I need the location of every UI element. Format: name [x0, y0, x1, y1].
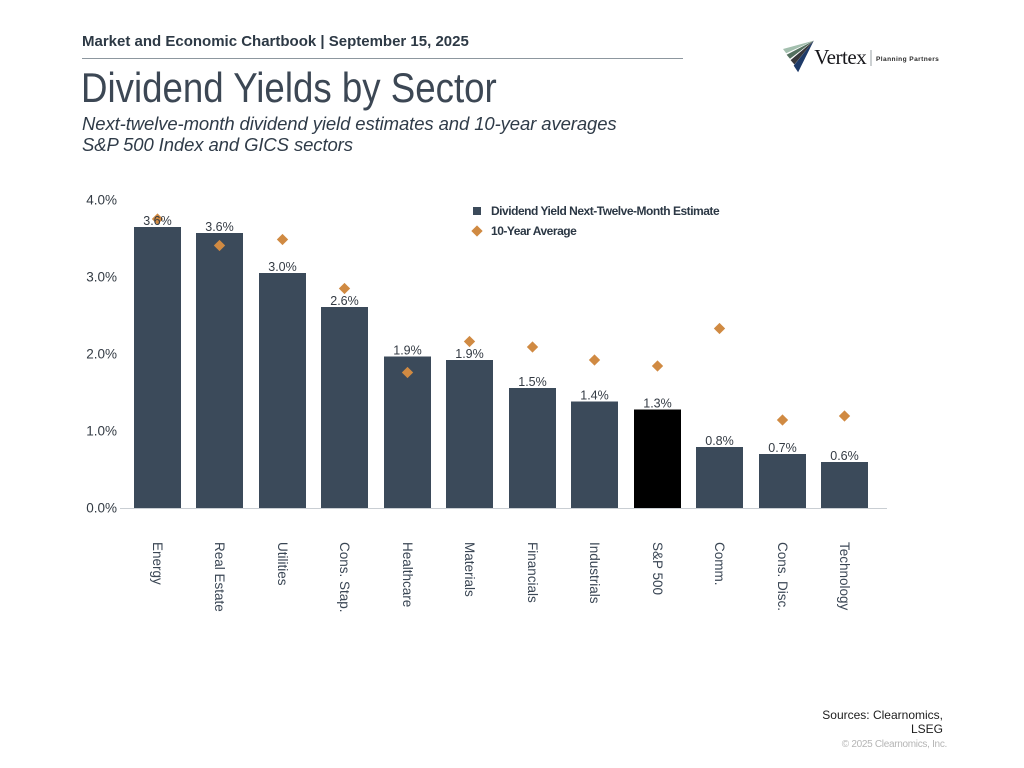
- svg-text:0.6%: 0.6%: [830, 449, 859, 463]
- svg-text:1.3%: 1.3%: [643, 397, 672, 411]
- svg-text:2.6%: 2.6%: [330, 294, 359, 308]
- svg-text:3.6%: 3.6%: [205, 220, 234, 234]
- svg-text:1.4%: 1.4%: [580, 389, 609, 403]
- svg-text:0.0%: 0.0%: [86, 501, 117, 516]
- svg-text:Vertex: Vertex: [814, 45, 867, 69]
- svg-text:0.8%: 0.8%: [705, 434, 734, 448]
- svg-text:1.9%: 1.9%: [393, 344, 422, 358]
- svg-text:2.0%: 2.0%: [86, 347, 117, 362]
- svg-text:0.7%: 0.7%: [768, 441, 797, 455]
- svg-text:1.9%: 1.9%: [455, 347, 484, 361]
- svg-text:1.0%: 1.0%: [86, 424, 117, 439]
- svg-text:3.6%: 3.6%: [143, 214, 172, 228]
- svg-text:3.0%: 3.0%: [86, 270, 117, 285]
- svg-text:1.5%: 1.5%: [518, 375, 547, 389]
- svg-text:4.0%: 4.0%: [86, 193, 117, 208]
- svg-text:Planning Partners: Planning Partners: [876, 56, 939, 63]
- svg-text:3.0%: 3.0%: [268, 260, 297, 274]
